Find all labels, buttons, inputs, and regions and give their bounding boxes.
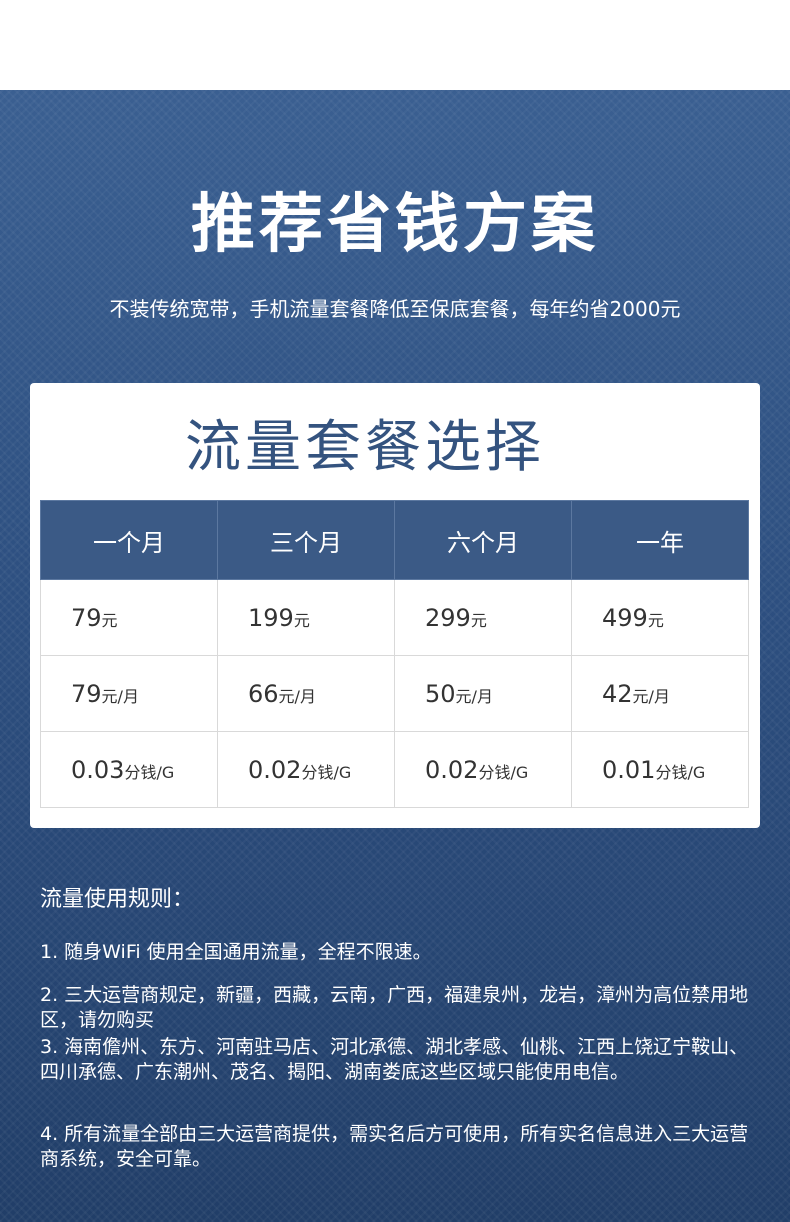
table-row: 79元/月 66元/月 50元/月 42元/月 (40, 655, 749, 732)
monthly-value: 79 (71, 679, 102, 708)
plan-table-header-row: 一个月 三个月 六个月 一年 (40, 500, 749, 580)
monthly-unit: 元/月 (101, 686, 139, 706)
monthly-value: 50 (425, 679, 456, 708)
per-gb-unit: 分钱/G (478, 762, 529, 782)
per-gb-value: 0.02 (425, 755, 479, 784)
column-header: 一年 (571, 500, 749, 580)
column-header: 三个月 (217, 500, 395, 580)
per-gb-value: 0.03 (71, 755, 125, 784)
monthly-unit: 元/月 (632, 686, 670, 706)
page-subtitle: 不装传统宽带，手机流量套餐降低至保底套餐，每年约省2000元 (109, 297, 681, 321)
price-cell: 299元 (394, 579, 572, 656)
rules-title: 流量使用规则： (40, 887, 195, 912)
rule-item: 4. 所有流量全部由三大运营商提供，需实名后方可使用，所有实名信息进入三大运营商… (40, 1123, 749, 1170)
price-value: 299 (425, 603, 471, 632)
per-gb-cell: 0.01分钱/G (571, 731, 749, 808)
per-gb-cell: 0.02分钱/G (217, 731, 395, 808)
monthly-unit: 元/月 (455, 686, 493, 706)
price-value: 199 (248, 603, 294, 632)
per-gb-value: 0.02 (248, 755, 302, 784)
monthly-value: 42 (602, 679, 633, 708)
per-gb-unit: 分钱/G (301, 762, 352, 782)
monthly-cell: 42元/月 (571, 655, 749, 732)
column-header: 六个月 (394, 500, 572, 580)
price-unit: 元 (293, 610, 310, 630)
price-unit: 元 (101, 610, 118, 630)
table-row: 79元 199元 299元 499元 (40, 579, 749, 656)
plan-table-title: 流量套餐选择 (185, 415, 545, 480)
monthly-cell: 50元/月 (394, 655, 572, 732)
price-unit: 元 (647, 610, 664, 630)
per-gb-unit: 分钱/G (655, 762, 706, 782)
per-gb-cell: 0.02分钱/G (394, 731, 572, 808)
column-header: 一个月 (40, 500, 218, 580)
table-row: 0.03分钱/G 0.02分钱/G 0.02分钱/G 0.01分钱/G (40, 731, 749, 808)
rule-item: 1. 随身WiFi 使用全国通用流量，全程不限速。 (40, 941, 432, 963)
monthly-unit: 元/月 (278, 686, 316, 706)
price-unit: 元 (470, 610, 487, 630)
monthly-value: 66 (248, 679, 279, 708)
price-cell: 79元 (40, 579, 218, 656)
price-value: 499 (602, 603, 648, 632)
plan-table: 一个月 三个月 六个月 一年 79元 199元 299元 499元 79元/月 … (40, 500, 749, 808)
per-gb-value: 0.01 (602, 755, 656, 784)
price-cell: 499元 (571, 579, 749, 656)
price-value: 79 (71, 603, 102, 632)
page-title: 推荐省钱方案 (191, 188, 599, 262)
per-gb-unit: 分钱/G (124, 762, 175, 782)
monthly-cell: 66元/月 (217, 655, 395, 732)
price-cell: 199元 (217, 579, 395, 656)
per-gb-cell: 0.03分钱/G (40, 731, 218, 808)
rule-item: 2. 三大运营商规定，新疆，西藏，云南，广西，福建泉州，龙岩，漳州为高位禁用地区… (40, 984, 749, 1031)
rule-item: 3. 海南儋州、东方、河南驻马店、河北承德、湖北孝感、仙桃、江西上饶辽宁鞍山、四… (40, 1036, 749, 1083)
monthly-cell: 79元/月 (40, 655, 218, 732)
